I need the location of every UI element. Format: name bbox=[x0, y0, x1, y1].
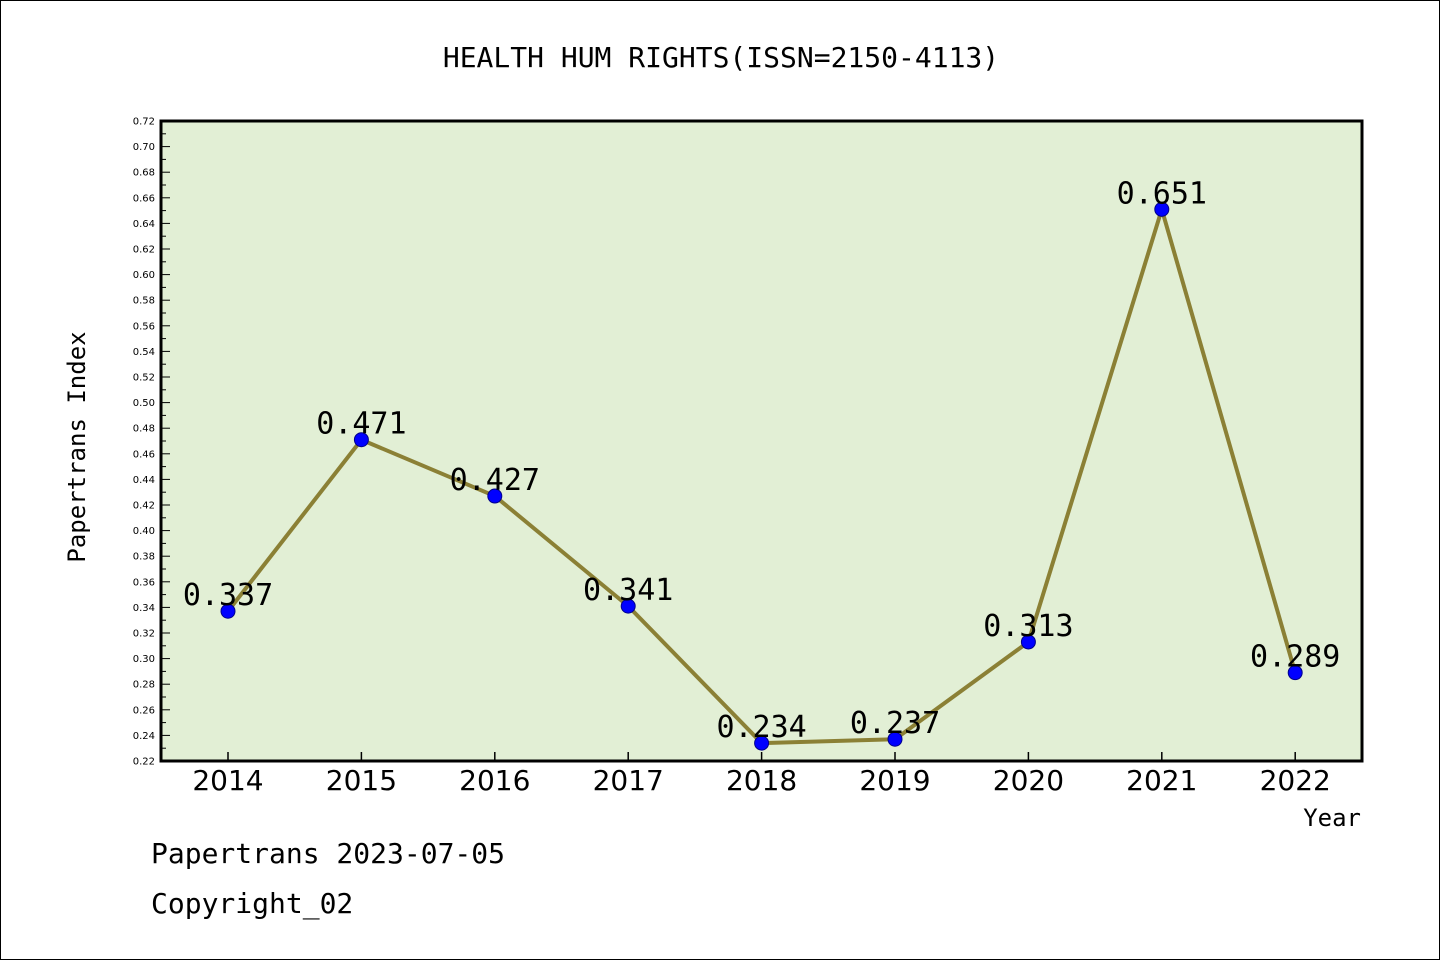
y-tick-label: 0.24 bbox=[133, 731, 155, 742]
y-tick-label: 0.52 bbox=[133, 373, 155, 384]
data-point bbox=[1020, 634, 1036, 650]
x-tick-label: 2016 bbox=[459, 764, 530, 797]
y-tick-label: 0.70 bbox=[133, 142, 155, 153]
data-point bbox=[1287, 665, 1303, 681]
data-point bbox=[620, 598, 636, 614]
data-point bbox=[487, 488, 503, 504]
data-point bbox=[220, 603, 236, 619]
y-tick-label: 0.54 bbox=[133, 347, 155, 358]
data-label: 0.313 bbox=[983, 609, 1073, 644]
x-axis: 2014 2015 2016 2017 2018 2019 2020 2021 2022 bbox=[192, 752, 1331, 797]
y-tick-label: 0.40 bbox=[133, 526, 155, 537]
y-tick-label: 0.66 bbox=[133, 193, 155, 204]
y-tick-label: 0.26 bbox=[133, 705, 155, 716]
y-tick-label: 0.32 bbox=[133, 629, 155, 640]
y-tick-label: 0.38 bbox=[133, 552, 155, 563]
y-tick-label: 0.64 bbox=[133, 219, 155, 230]
data-labels: 0.337 0.471 0.427 0.341 0.234 0.237 0.313 0.651… bbox=[183, 176, 1341, 745]
footer-copyright: Copyright_02 bbox=[151, 887, 354, 920]
data-point bbox=[887, 731, 903, 747]
y-tick-label: 0.68 bbox=[133, 168, 155, 179]
x-tick-label: 2022 bbox=[1260, 764, 1331, 797]
y-tick-label: 0.44 bbox=[133, 475, 155, 486]
data-label: 0.427 bbox=[450, 463, 540, 498]
data-label: 0.651 bbox=[1117, 176, 1207, 211]
x-tick-label: 2018 bbox=[726, 764, 797, 797]
y-tick-label: 0.48 bbox=[133, 424, 155, 435]
y-tick-label: 0.46 bbox=[133, 449, 155, 460]
y-tick-label: 0.72 bbox=[133, 117, 155, 128]
x-tick-label: 2021 bbox=[1126, 764, 1197, 797]
y-tick-label: 0.50 bbox=[133, 398, 155, 409]
y-tick-label: 0.62 bbox=[133, 245, 155, 256]
y-tick-label: 0.22 bbox=[133, 757, 155, 768]
x-axis-label: Year bbox=[1303, 804, 1361, 832]
y-tick-label: 0.56 bbox=[133, 321, 155, 332]
data-point bbox=[754, 735, 770, 751]
data-label: 0.289 bbox=[1250, 640, 1340, 675]
y-tick-label: 0.42 bbox=[133, 501, 155, 512]
chart-title: HEALTH HUM RIGHTS(ISSN=2150-4113) bbox=[443, 41, 999, 74]
footer-date: Papertrans 2023-07-05 bbox=[151, 837, 506, 870]
series-line bbox=[220, 201, 1303, 751]
data-point bbox=[1154, 201, 1170, 217]
x-tick-label: 2015 bbox=[326, 764, 397, 797]
data-label: 0.237 bbox=[850, 706, 940, 741]
y-tick-label: 0.28 bbox=[133, 680, 155, 691]
y-tick-label: 0.36 bbox=[133, 577, 155, 588]
y-axis: 0.22 0.24 0.26 0.28 0.30 0.32 0.34 0.36 0.38 0.40… bbox=[133, 117, 170, 768]
y-tick-label: 0.60 bbox=[133, 270, 155, 281]
data-label: 0.234 bbox=[716, 710, 806, 745]
y-tick-label: 0.34 bbox=[133, 603, 155, 614]
x-tick-label: 2014 bbox=[192, 764, 263, 797]
y-axis-label: Papertrans Index bbox=[63, 331, 91, 562]
x-tick-label: 2019 bbox=[859, 764, 930, 797]
x-tick-label: 2020 bbox=[993, 764, 1064, 797]
data-label: 0.341 bbox=[583, 573, 673, 608]
data-point bbox=[353, 432, 369, 448]
x-tick-label: 2017 bbox=[593, 764, 664, 797]
data-label: 0.337 bbox=[183, 578, 273, 613]
data-label: 0.471 bbox=[316, 407, 406, 442]
y-tick-label: 0.30 bbox=[133, 654, 155, 665]
y-tick-label: 0.58 bbox=[133, 296, 155, 307]
